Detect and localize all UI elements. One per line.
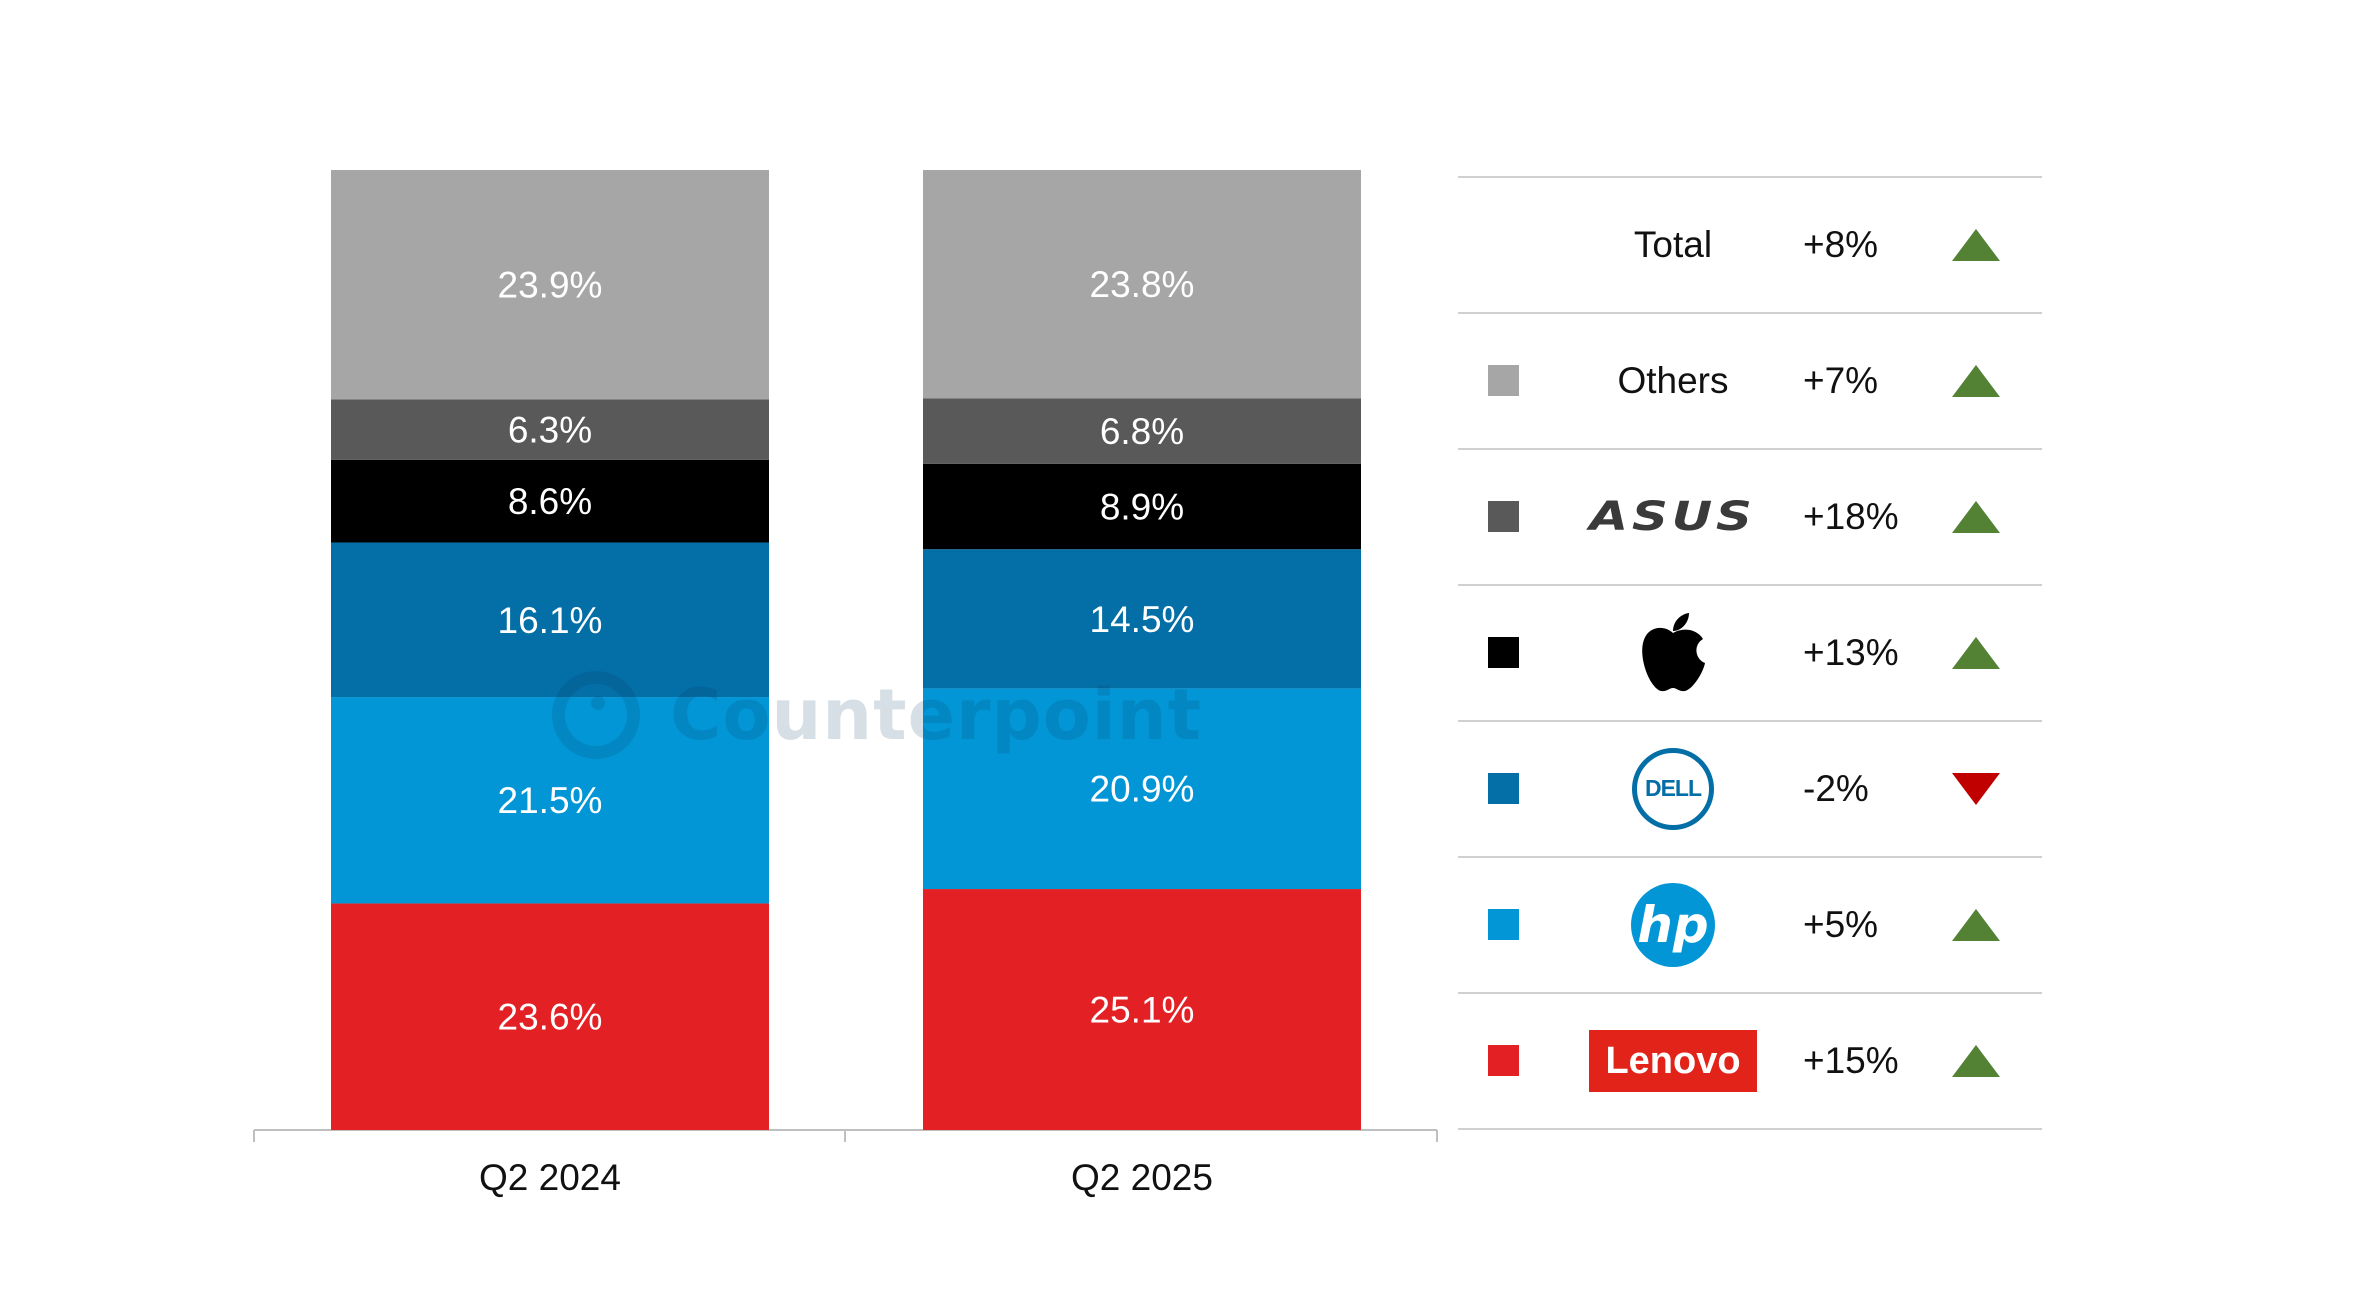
- legend-change-asus: +18%: [1803, 496, 1899, 537]
- bar-segment-lenovo-0: [331, 903, 769, 1130]
- legend-divider: [1458, 720, 2042, 722]
- data-label-lenovo-1: 25.1%: [1090, 990, 1195, 1031]
- bar-segment-hp-0: [331, 697, 769, 904]
- legend-divider: [1458, 992, 2042, 994]
- legend-change-hp: +5%: [1803, 904, 1879, 945]
- bar-segment-apple-1: [923, 463, 1361, 550]
- data-label-dell-1: 14.5%: [1090, 599, 1195, 640]
- data-label-asus-0: 6.3%: [508, 410, 592, 451]
- legend-row-total: Total +8%: [1458, 177, 2042, 312]
- legend-swatch-others: [1488, 365, 1519, 396]
- legend-change-apple: +13%: [1803, 632, 1899, 673]
- legend-row-lenovo: Lenovo +15%: [1458, 993, 2042, 1128]
- legend-change-total: +8%: [1803, 224, 1879, 265]
- legend-divider: [1458, 1128, 2042, 1130]
- legend-row-apple: +13%: [1458, 585, 2042, 720]
- bar-segment-dell-0: [331, 542, 769, 698]
- bar-segment-apple-0: [331, 459, 769, 543]
- apple-logo-icon: [1568, 585, 1778, 720]
- bar-segment-lenovo-1: [923, 889, 1361, 1130]
- triangle-up-icon: [1952, 365, 2000, 397]
- legend-swatch-apple: [1488, 637, 1519, 668]
- asus-logo-icon: ASUS: [1589, 493, 1757, 540]
- triangle-up-icon: [1952, 229, 2000, 261]
- data-label-hp-1: 20.9%: [1090, 769, 1195, 810]
- legend-divider: [1458, 312, 2042, 314]
- legend-swatch-asus: [1488, 501, 1519, 532]
- legend-row-dell: DELL -2%: [1458, 721, 2042, 856]
- triangle-up-icon: [1952, 909, 2000, 941]
- legend-change-others: +7%: [1803, 360, 1879, 401]
- bar-segment-dell-1: [923, 549, 1361, 689]
- legend-divider: [1458, 176, 2042, 178]
- legend-row-asus: ASUS +18%: [1458, 449, 2042, 584]
- legend-swatch-lenovo: [1488, 1045, 1519, 1076]
- legend-row-hp: hp +5%: [1458, 857, 2042, 992]
- legend-swatch-hp: [1488, 909, 1519, 940]
- legend-brand-others: Others: [1617, 359, 1729, 401]
- legend-divider: [1458, 584, 2042, 586]
- legend-divider: [1458, 448, 2042, 450]
- x-tick-label-0: Q2 2024: [479, 1157, 621, 1198]
- legend-swatch-dell: [1488, 773, 1519, 804]
- data-label-dell-0: 16.1%: [498, 600, 603, 641]
- data-label-apple-1: 8.9%: [1100, 486, 1184, 527]
- triangle-down-icon: [1952, 773, 2000, 805]
- bar-segment-asus-1: [923, 398, 1361, 464]
- dell-logo-icon: DELL: [1568, 721, 1778, 856]
- triangle-up-icon: [1952, 637, 2000, 669]
- triangle-up-icon: [1952, 501, 2000, 533]
- x-tick-label-1: Q2 2025: [1071, 1157, 1213, 1198]
- legend-divider: [1458, 856, 2042, 858]
- data-label-asus-1: 6.8%: [1100, 411, 1184, 452]
- data-label-lenovo-0: 23.6%: [498, 997, 603, 1038]
- data-label-others-0: 23.9%: [498, 265, 603, 306]
- legend-change-lenovo: +15%: [1803, 1040, 1899, 1081]
- bar-segment-asus-0: [331, 399, 769, 460]
- data-label-others-1: 23.8%: [1090, 264, 1195, 305]
- stacked-bar-chart: 23.6% 21.5% 16.1% 8.6% 6.3% 23.9% Q2 2024 25.1%…: [253, 170, 1438, 1198]
- bar-segment-hp-1: [923, 688, 1361, 890]
- triangle-up-icon: [1952, 1045, 2000, 1077]
- data-label-apple-0: 8.6%: [508, 481, 592, 522]
- legend-row-others: Others +7%: [1458, 313, 2042, 448]
- bar-segment-others-0: [331, 170, 769, 400]
- legend-brand-total: Total: [1633, 223, 1713, 265]
- data-label-hp-0: 21.5%: [498, 780, 603, 821]
- bar-segment-others-1: [923, 170, 1361, 399]
- legend-change-dell: -2%: [1803, 768, 1869, 809]
- lenovo-logo-icon: Lenovo: [1568, 993, 1778, 1128]
- hp-logo-icon: hp: [1568, 857, 1778, 992]
